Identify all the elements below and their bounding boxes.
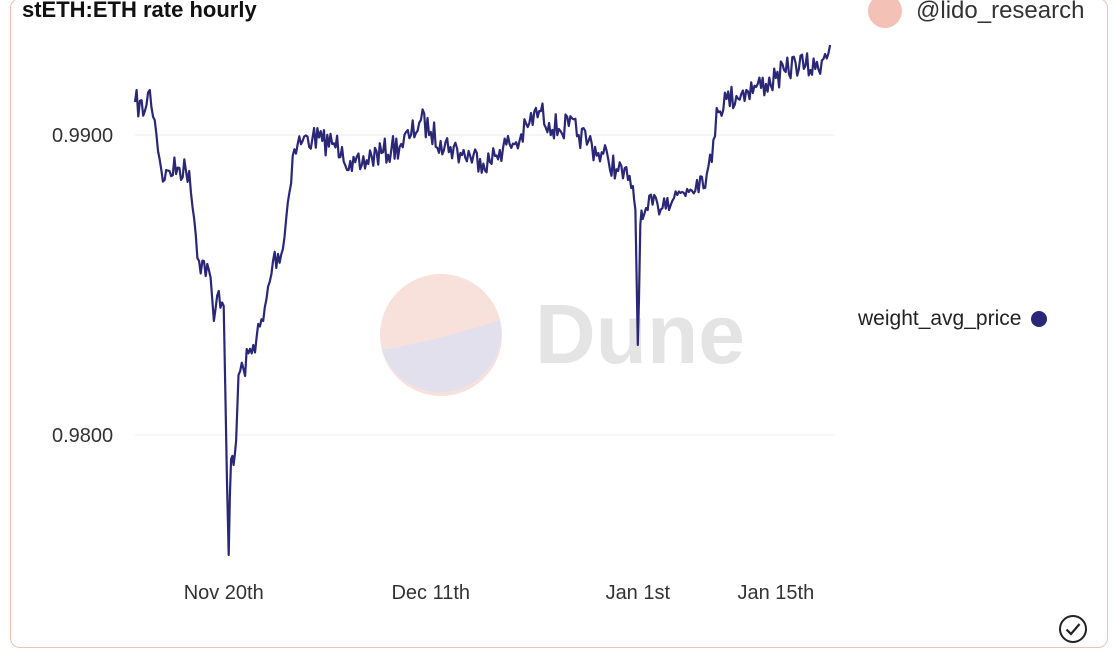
dune-logo-lower-half bbox=[382, 320, 502, 393]
y-tick-label: 0.9900 bbox=[52, 125, 113, 147]
y-tick-label: 0.9800 bbox=[52, 425, 113, 447]
check-circle-icon[interactable] bbox=[1058, 614, 1088, 644]
grid bbox=[135, 134, 835, 436]
dune-watermark: Dune bbox=[380, 274, 745, 396]
avatar-icon bbox=[868, 0, 902, 28]
x-tick-label: Jan 15th bbox=[737, 582, 814, 604]
x-tick-label: Nov 20th bbox=[184, 582, 264, 604]
x-tick-label: Dec 11th bbox=[391, 582, 470, 604]
legend[interactable]: weight_avg_price bbox=[858, 307, 1048, 331]
author-name: @lido_research bbox=[916, 0, 1085, 24]
legend-label: weight_avg_price bbox=[858, 307, 1022, 330]
y-axis: 0.9800 0.9900 bbox=[52, 125, 113, 447]
chart-title: stETH:ETH rate hourly bbox=[22, 0, 257, 22]
series-line-weight-avg-price bbox=[133, 44, 832, 557]
x-tick-label: Jan 1st bbox=[606, 582, 671, 604]
watermark-text: Dune bbox=[535, 287, 745, 381]
x-axis: Nov 20th Dec 11th Jan 1st Jan 15th bbox=[184, 582, 815, 604]
author-link[interactable]: @lido_research bbox=[868, 0, 1084, 28]
legend-swatch-icon bbox=[1031, 311, 1048, 327]
